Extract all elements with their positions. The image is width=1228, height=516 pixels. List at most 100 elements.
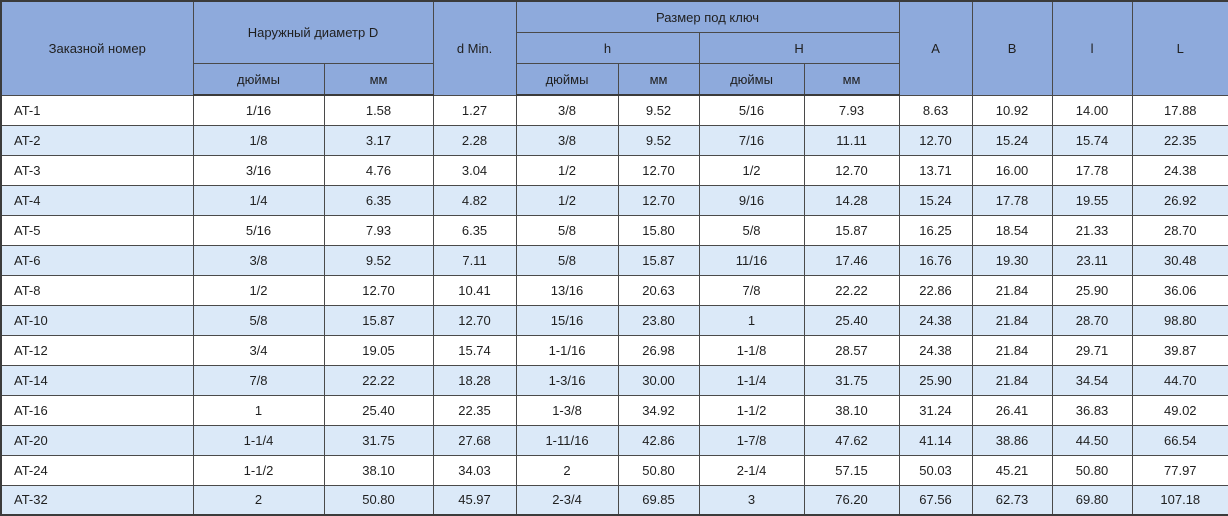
- header-d-min: d Min.: [432, 0, 517, 96]
- table-row: AT-6 3/8 9.52 7.11 5/8 15.87 11/16 17.46 16.76 19…: [0, 244, 1228, 276]
- value-cell: 15.87: [803, 214, 900, 246]
- table-row: AT-14 7/8 22.22 18.28 1-3/16 30.00 1-1/4 31.75 2…: [0, 364, 1228, 396]
- value-cell: 3/8: [192, 244, 325, 276]
- header-mm: мм: [323, 63, 434, 96]
- value-cell: 24.38: [898, 304, 973, 336]
- value-cell: 7/8: [192, 364, 325, 396]
- order-number-cell: AT-4: [0, 184, 194, 216]
- value-cell: 107.18: [1131, 484, 1228, 516]
- value-cell: 69.80: [1051, 484, 1133, 516]
- table-row: AT-10 5/8 15.87 12.70 15/16 23.80 1 25.40 24.38 2…: [0, 304, 1228, 336]
- table-row: AT-12 3/4 19.05 15.74 1-1/16 26.98 1-1/8 28.57 2…: [0, 334, 1228, 366]
- value-cell: 1/4: [192, 184, 325, 216]
- value-cell: 1.58: [323, 94, 434, 126]
- order-number-cell: AT-3: [0, 154, 194, 186]
- header-h-upper: H: [698, 32, 900, 64]
- value-cell: 6.35: [323, 184, 434, 216]
- value-cell: 1-1/4: [192, 424, 325, 456]
- value-cell: 3/8: [515, 124, 619, 156]
- value-cell: 9.52: [617, 124, 700, 156]
- value-cell: 1-3/8: [515, 394, 619, 426]
- table-header: Заказной номер Наружный диаметр D d Min.…: [0, 0, 1228, 96]
- value-cell: 21.84: [971, 304, 1053, 336]
- value-cell: 1: [192, 394, 325, 426]
- value-cell: 36.06: [1131, 274, 1228, 306]
- value-cell: 11.11: [803, 124, 900, 156]
- value-cell: 2-3/4: [515, 484, 619, 516]
- table-row: AT-3 3/16 4.76 3.04 1/2 12.70 1/2 12.70 13.71 16.…: [0, 154, 1228, 186]
- value-cell: 5/8: [515, 214, 619, 246]
- value-cell: 7/16: [698, 124, 805, 156]
- order-number-cell: AT-8: [0, 274, 194, 306]
- value-cell: 1-1/2: [192, 454, 325, 486]
- value-cell: 1-1/4: [698, 364, 805, 396]
- value-cell: 15/16: [515, 304, 619, 336]
- value-cell: 15.24: [898, 184, 973, 216]
- table-body: AT-1 1/16 1.58 1.27 3/8 9.52 5/16 7.93 8.63 10.92…: [0, 94, 1228, 516]
- table-row: AT-4 1/4 6.35 4.82 1/2 12.70 9/16 14.28 15.24 17.…: [0, 184, 1228, 216]
- value-cell: 15.87: [323, 304, 434, 336]
- value-cell: 14.28: [803, 184, 900, 216]
- value-cell: 19.30: [971, 244, 1053, 276]
- value-cell: 12.70: [323, 274, 434, 306]
- value-cell: 22.22: [803, 274, 900, 306]
- header-h-lower: h: [515, 32, 700, 64]
- value-cell: 9/16: [698, 184, 805, 216]
- value-cell: 1.27: [432, 94, 517, 126]
- value-cell: 2-1/4: [698, 454, 805, 486]
- value-cell: 1-1/16: [515, 334, 619, 366]
- value-cell: 1-1/2: [698, 394, 805, 426]
- value-cell: 9.52: [617, 94, 700, 126]
- order-number-cell: AT-10: [0, 304, 194, 336]
- value-cell: 36.83: [1051, 394, 1133, 426]
- value-cell: 30.00: [617, 364, 700, 396]
- value-cell: 26.41: [971, 394, 1053, 426]
- order-number-cell: AT-24: [0, 454, 194, 486]
- value-cell: 1-11/16: [515, 424, 619, 456]
- value-cell: 12.70: [617, 184, 700, 216]
- header-wrench-size: Размер под ключ: [515, 0, 900, 33]
- value-cell: 1: [698, 304, 805, 336]
- header-order-number: Заказной номер: [0, 0, 194, 96]
- value-cell: 7.93: [803, 94, 900, 126]
- value-cell: 49.02: [1131, 394, 1228, 426]
- value-cell: 1/2: [515, 184, 619, 216]
- value-cell: 1/8: [192, 124, 325, 156]
- value-cell: 26.98: [617, 334, 700, 366]
- value-cell: 16.00: [971, 154, 1053, 186]
- value-cell: 12.70: [898, 124, 973, 156]
- value-cell: 47.62: [803, 424, 900, 456]
- value-cell: 25.90: [1051, 274, 1133, 306]
- value-cell: 76.20: [803, 484, 900, 516]
- value-cell: 15.80: [617, 214, 700, 246]
- value-cell: 22.35: [1131, 124, 1228, 156]
- value-cell: 20.63: [617, 274, 700, 306]
- header-b: B: [971, 0, 1053, 96]
- value-cell: 39.87: [1131, 334, 1228, 366]
- order-number-cell: AT-5: [0, 214, 194, 246]
- table-row: AT-32 2 50.80 45.97 2-3/4 69.85 3 76.20 67.56 62.…: [0, 484, 1228, 516]
- value-cell: 1-7/8: [698, 424, 805, 456]
- value-cell: 5/16: [698, 94, 805, 126]
- value-cell: 38.10: [323, 454, 434, 486]
- table-row: AT-5 5/16 7.93 6.35 5/8 15.80 5/8 15.87 16.25 18.…: [0, 214, 1228, 246]
- value-cell: 69.85: [617, 484, 700, 516]
- value-cell: 12.70: [432, 304, 517, 336]
- value-cell: 21.33: [1051, 214, 1133, 246]
- value-cell: 66.54: [1131, 424, 1228, 456]
- value-cell: 3: [698, 484, 805, 516]
- value-cell: 15.74: [432, 334, 517, 366]
- value-cell: 3.04: [432, 154, 517, 186]
- value-cell: 1/2: [192, 274, 325, 306]
- value-cell: 22.86: [898, 274, 973, 306]
- value-cell: 28.57: [803, 334, 900, 366]
- value-cell: 29.71: [1051, 334, 1133, 366]
- value-cell: 3/4: [192, 334, 325, 366]
- order-number-cell: AT-2: [0, 124, 194, 156]
- value-cell: 16.25: [898, 214, 973, 246]
- header-l-lower: l: [1051, 0, 1133, 96]
- value-cell: 1/2: [515, 154, 619, 186]
- order-number-cell: AT-12: [0, 334, 194, 366]
- header-l-upper: L: [1131, 0, 1228, 96]
